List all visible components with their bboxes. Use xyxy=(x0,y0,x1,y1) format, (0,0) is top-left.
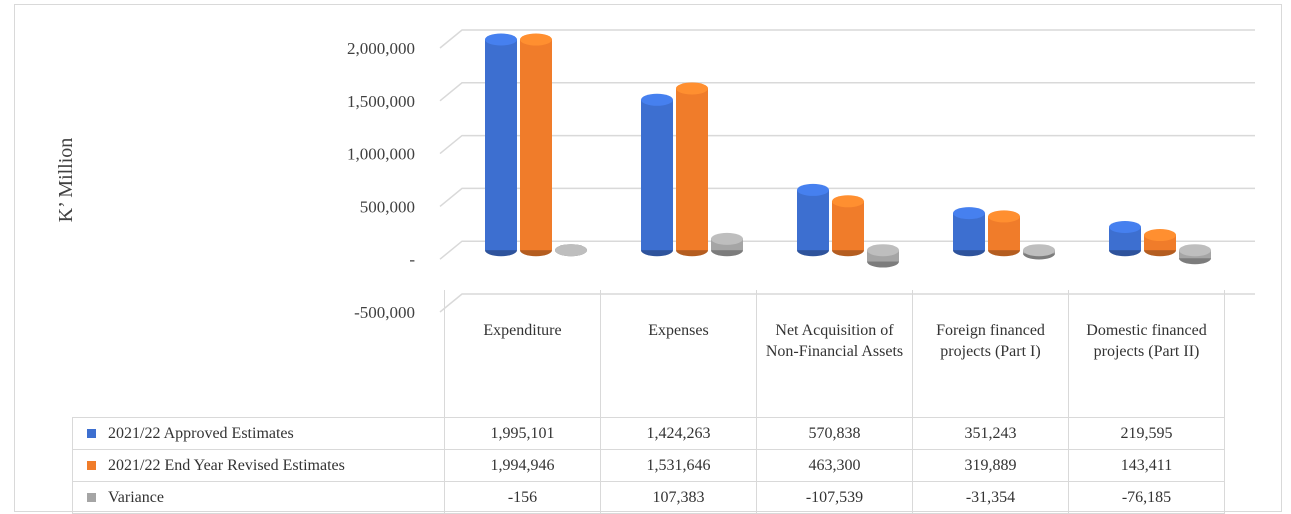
legend-swatch xyxy=(87,429,96,438)
bar-body xyxy=(485,39,517,251)
bar-top xyxy=(867,244,899,257)
table-value: 1,994,946 xyxy=(445,450,601,482)
bar-top xyxy=(797,183,829,196)
grid-line xyxy=(439,187,1255,207)
bar-top xyxy=(988,210,1020,223)
bar xyxy=(1179,244,1211,265)
table-value: 1,531,646 xyxy=(601,450,757,482)
bar-top xyxy=(555,244,587,257)
bar-top xyxy=(832,195,864,208)
bar-top xyxy=(1179,244,1211,257)
table-value: 319,889 xyxy=(913,450,1069,482)
bar-top xyxy=(953,207,985,220)
table-value: -76,185 xyxy=(1069,482,1225,514)
bar-body xyxy=(832,201,864,251)
grid-line xyxy=(439,29,1255,49)
category-label: Expenditure xyxy=(445,290,601,418)
table-value: -31,354 xyxy=(913,482,1069,514)
bar-top xyxy=(1144,229,1176,242)
table-value: 1,995,101 xyxy=(445,418,601,450)
bar xyxy=(832,195,864,257)
table-value: -156 xyxy=(445,482,601,514)
bar xyxy=(520,33,552,257)
bar-top xyxy=(485,33,517,46)
table-value: 463,300 xyxy=(757,450,913,482)
table-value: 1,424,263 xyxy=(601,418,757,450)
bar-body xyxy=(641,99,673,251)
category-label: Expenses xyxy=(601,290,757,418)
bar-top xyxy=(676,82,708,95)
category-label: Net Acquisition of Non-Financial Assets xyxy=(757,290,913,418)
data-table: Expenditure Expenses Net Acquisition of No… xyxy=(72,290,1225,514)
table-value: 219,595 xyxy=(1069,418,1225,450)
table-value: 570,838 xyxy=(757,418,913,450)
y-tick-label: 2,000,000 xyxy=(347,39,415,58)
grid-line xyxy=(439,134,1255,155)
bar xyxy=(867,244,899,268)
bar-body xyxy=(797,189,829,251)
bar-top xyxy=(711,232,743,245)
bar xyxy=(641,93,673,257)
y-tick-label: 1,000,000 xyxy=(347,145,415,164)
y-axis-label: K’ Million xyxy=(55,138,77,223)
legend-swatch xyxy=(87,493,96,502)
y-tick-label: -500,000 xyxy=(354,303,415,322)
bar xyxy=(711,232,743,257)
category-label: Foreign financed projects (Part I) xyxy=(913,290,1069,418)
legend-entry: 2021/22 Approved Estimates xyxy=(72,418,445,450)
legend-entry: 2021/22 End Year Revised Estimates xyxy=(72,450,445,482)
bar xyxy=(555,244,587,257)
bar xyxy=(1109,221,1141,257)
bar xyxy=(485,33,517,257)
table-value: 143,411 xyxy=(1069,450,1225,482)
bar xyxy=(1023,244,1055,260)
table-value: -107,539 xyxy=(757,482,913,514)
legend-label: 2021/22 Approved Estimates xyxy=(108,424,294,442)
bar-body xyxy=(676,88,708,251)
bar xyxy=(953,207,985,257)
grid-line xyxy=(439,82,1255,102)
bar-top xyxy=(520,33,552,46)
chart-frame xyxy=(14,4,1282,512)
legend-label: 2021/22 End Year Revised Estimates xyxy=(108,456,345,474)
y-tick-label: - xyxy=(409,250,415,269)
bar-body xyxy=(520,39,552,251)
bar xyxy=(676,82,708,257)
bar xyxy=(988,210,1020,257)
table-value: 107,383 xyxy=(601,482,757,514)
bar xyxy=(797,183,829,257)
y-tick-label: 500,000 xyxy=(360,197,415,216)
legend-entry: Variance xyxy=(72,482,445,514)
bar-top xyxy=(641,93,673,106)
table-value: 351,243 xyxy=(913,418,1069,450)
bar-top xyxy=(1109,221,1141,234)
grid-line xyxy=(439,293,1255,313)
y-tick-label: 1,500,000 xyxy=(347,92,415,111)
bar xyxy=(1144,229,1176,257)
bar-top xyxy=(1023,244,1055,257)
category-label: Domestic financed projects (Part II) xyxy=(1069,290,1225,418)
bar-body xyxy=(953,213,985,251)
table-corner xyxy=(72,290,445,418)
legend-label: Variance xyxy=(108,488,164,506)
bar-body xyxy=(1109,227,1141,251)
legend-swatch xyxy=(87,461,96,470)
